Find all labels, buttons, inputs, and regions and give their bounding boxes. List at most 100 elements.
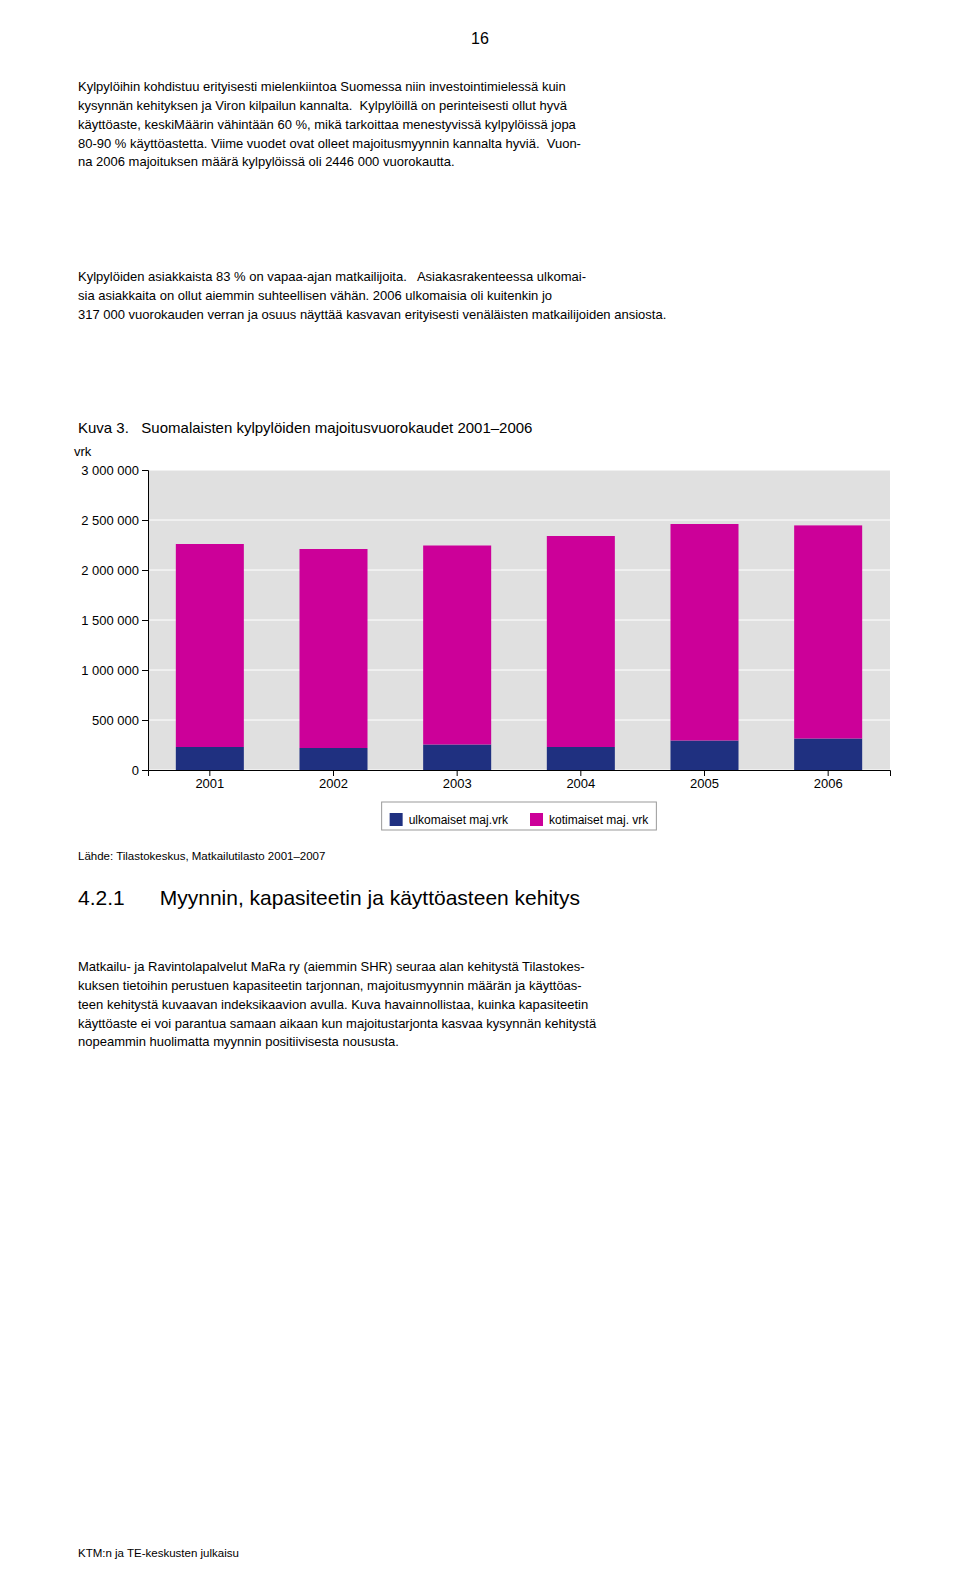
legend-label: ulkomaiset maj.vrk [409,813,509,827]
x-tick-label: 2002 [319,776,348,791]
body-text-line: na 2006 majoituksen määrä kylpylöissä ol… [78,154,455,169]
body-text-line: teen kehitystä kuvaavan indeksikaavion a… [78,997,588,1012]
y-axis-label: vrk [74,444,92,459]
bar [794,739,862,771]
chart: 0 500 000 1 000 000 1 500 000 2 000 000 2 500… [81,463,890,792]
grid-line [148,670,890,671]
legend-label: kotimaiset maj. vrk [549,813,649,827]
bar [670,741,738,771]
legend-frame [382,802,657,830]
body-text-line: 80-90 % käyttöastetta. Viime vuodet ovat… [78,136,581,151]
x-tick: 2002 [319,770,348,791]
bar [547,747,615,770]
x-tick-mark [457,770,458,776]
bar [794,525,862,738]
y-tick-mark [142,720,148,721]
y-tick-mark [142,520,148,521]
y-tick: 2 000 000 [81,563,148,578]
body-text-line: kysynnän kehityksen ja Viron kilpailun k… [78,98,568,113]
x-tick: 2001 [195,770,224,791]
y-tick-mark [142,770,148,771]
x-tick: 2005 [690,770,719,791]
chart-title: Kuva 3. Suomalaisten kylpylöiden majoitu… [78,419,532,436]
y-tick-mark [142,570,148,571]
y-tick-label: 3 000 000 [81,463,139,478]
grid-line [148,720,890,721]
x-axis: 2001 2002 2003 2004 2005 2006 [149,770,891,791]
y-tick-label: 500 000 [92,713,139,728]
body-text-line: nopeammin huolimatta myynnin positiivise… [78,1034,399,1049]
y-tick: 1 000 000 [81,663,148,678]
footer: KTM:n ja TE-keskusten julkaisu [78,1547,239,1559]
body-text-line: sia asiakkaita on ollut aiemmin suhteell… [78,288,552,303]
y-tick-mark [142,470,148,471]
body-text-line: 317 000 vuorokauden verran ja osuus näyt… [78,307,666,322]
body-text-line: Kylpylöihin kohdistuu erityisesti mielen… [78,79,566,94]
grid-line [148,620,890,621]
section-heading: 4.2.1 Myynnin, kapasiteetin ja käyttöast… [78,886,580,909]
y-tick-label: 1 000 000 [81,663,139,678]
x-tick: 2004 [566,770,595,791]
grid [148,470,890,770]
x-tick-label: 2004 [566,776,595,791]
page: 16 Kylpylöihin kohdistuu erityisesti miel… [0,0,960,1570]
body-text: Kylpylöiden asiakkaista 83 % on vapaa-aj… [78,269,666,322]
x-tick: 2003 [443,770,472,791]
x-tick-label: 2005 [690,776,719,791]
body-text-line: käyttöaste, keskiMäärin vähintään 60 %, … [78,117,577,132]
bar [423,546,491,745]
y-tick-label: 2 500 000 [81,513,139,528]
source-note-line: Lähde: Tilastokeskus, Matkailutilasto 20… [78,850,325,862]
body-text-line: käyttöaste ei voi parantua samaan aikaan… [78,1016,597,1031]
body-text-line: Matkailu- ja Ravintolapalvelut MaRa ry (… [78,959,584,974]
x-tick-mark [704,770,705,776]
x-axis-line [149,771,891,777]
y-tick: 2 500 000 [81,513,148,528]
y-tick: 0 [132,763,148,778]
page-number: 16 [471,30,489,47]
body-text-line: Kylpylöiden asiakkaista 83 % on vapaa-aj… [78,269,586,284]
footer-line: KTM:n ja TE-keskusten julkaisu [78,1547,239,1559]
legend-swatch [530,813,543,826]
body-text: Matkailu- ja Ravintolapalvelut MaRa ry (… [78,959,597,1049]
bar-series [176,524,862,748]
x-tick: 2006 [814,770,843,791]
bar [423,745,491,771]
y-tick: 3 000 000 [81,463,148,478]
x-tick-mark [828,770,829,776]
bars [176,524,862,770]
chart-title-line: Kuva 3. Suomalaisten kylpylöiden majoitu… [78,419,532,436]
source-note: Lähde: Tilastokeskus, Matkailutilasto 20… [78,850,325,862]
y-tick: 1 500 000 [81,613,148,628]
grid-line [148,520,890,521]
bar [176,544,244,747]
bar [299,748,367,770]
y-tick-label: 0 [132,763,139,778]
y-tick-label: 2 000 000 [81,563,139,578]
x-tick-label: 2001 [195,776,224,791]
bar [299,549,367,748]
legend: ulkomaiset maj.vrk kotimaiset maj. vrk [382,802,657,830]
page-number-line: 16 [471,30,489,47]
grid-line [148,570,890,571]
y-tick-mark [142,670,148,671]
bar [547,536,615,747]
legend-swatch [390,813,403,826]
y-tick: 500 000 [92,713,148,728]
bar [670,524,738,741]
y-tick-mark [142,620,148,621]
x-tick-mark [209,770,210,776]
body-text-line: kuksen tietoihin perustuen kapasiteetin … [78,978,582,993]
x-tick-mark [580,770,581,776]
y-axis: 0 500 000 1 000 000 1 500 000 2 000 000 2 500… [81,463,148,778]
y-axis-line [142,471,149,771]
plot-background [148,470,890,770]
x-tick-label: 2003 [443,776,472,791]
bar-series [176,739,862,771]
bar [176,747,244,770]
section-heading-line: 4.2.1 Myynnin, kapasiteetin ja käyttöast… [78,886,580,909]
x-tick-label: 2006 [814,776,843,791]
x-tick-mark [333,770,334,776]
grid-line [148,470,890,471]
y-tick-label: 1 500 000 [81,613,139,628]
